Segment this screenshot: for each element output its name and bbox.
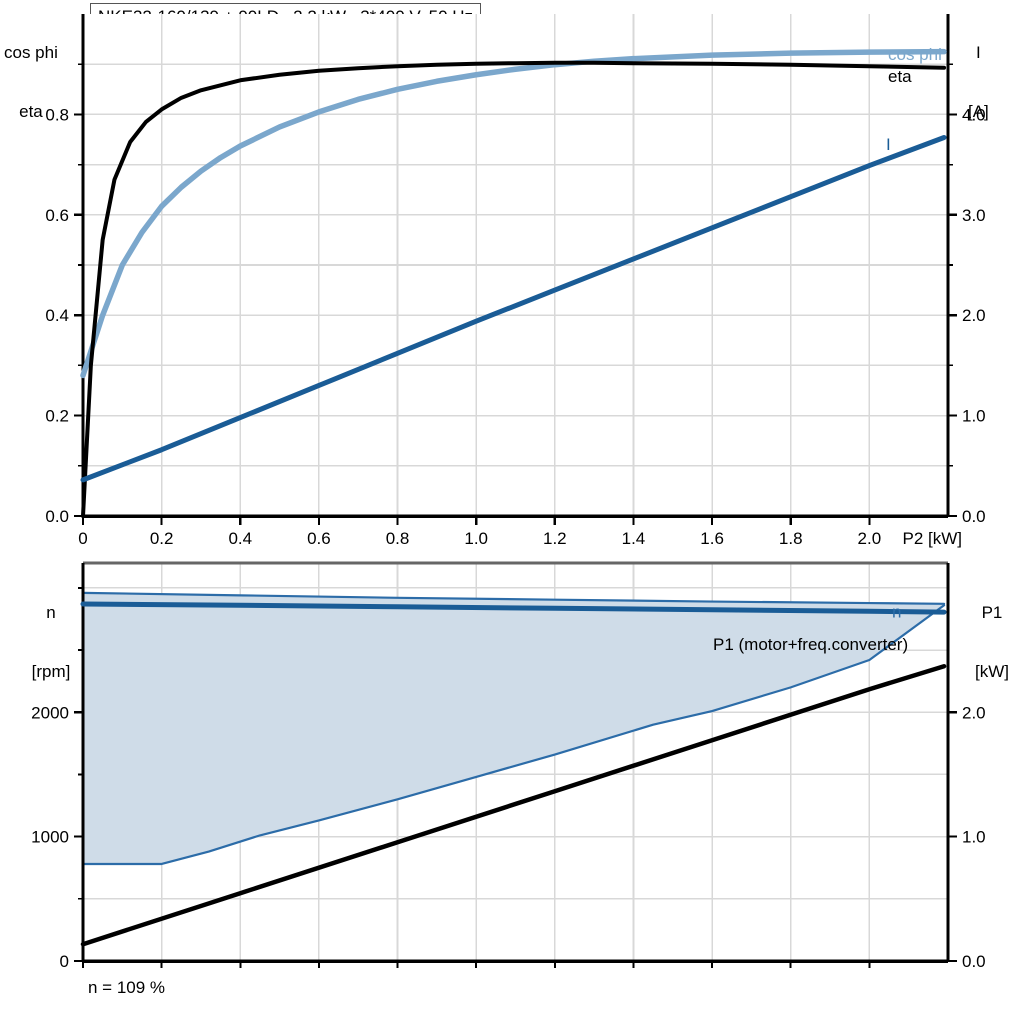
bottom-y-right-axis-label-line1: P1 bbox=[981, 603, 1003, 623]
p1-curve bbox=[80, 663, 947, 947]
top-tick-label-left: 0.2 bbox=[45, 407, 69, 426]
top-tick-label-left: 0.0 bbox=[45, 507, 69, 526]
top-tick-label-right: 2.0 bbox=[962, 306, 986, 325]
top-tick-label-left: 0.8 bbox=[45, 105, 69, 124]
bottom-tick-label-left: 1000 bbox=[31, 828, 69, 847]
bottom-y-left-axis-label-line1: n bbox=[46, 603, 56, 623]
top-y-left-axis-label: cos phi eta bbox=[4, 4, 58, 160]
bottom-y-left-axis-label: n [rpm] bbox=[22, 564, 80, 720]
speed-envelope-area bbox=[83, 592, 945, 864]
top-tick-label-bottom: 0 bbox=[78, 529, 87, 548]
bottom-tick-label-left: 0 bbox=[60, 952, 69, 971]
top-tick-label-bottom: 0.2 bbox=[150, 529, 174, 548]
bottom-tick-label-right: 1.0 bbox=[962, 828, 986, 847]
top-tick-label-bottom: 2.0 bbox=[858, 529, 882, 548]
top-x-axis-label: P2 [kW] bbox=[903, 529, 963, 548]
top-tick-label-bottom: 1.8 bbox=[779, 529, 803, 548]
top-y-right-axis-label: I [A] bbox=[968, 4, 989, 160]
top-y-left-axis-label-line1: cos phi bbox=[4, 43, 58, 63]
top-tick-label-bottom: 0.6 bbox=[307, 529, 331, 548]
speed-envelope-lower bbox=[81, 604, 946, 866]
bottom-tick-label-left: 2000 bbox=[31, 703, 69, 722]
top-y-left-axis-label-line2: eta bbox=[19, 101, 43, 121]
speed-percent-note: n = 109 % bbox=[88, 978, 166, 997]
top-y-right-axis-label-line2: [A] bbox=[968, 101, 989, 121]
bottom-y-left-axis-label-line2: [rpm] bbox=[31, 661, 71, 681]
top-tick-label-bottom: 1.6 bbox=[700, 529, 724, 548]
top-tick-label-right: 1.0 bbox=[962, 407, 986, 426]
speed-series-label: n bbox=[892, 603, 901, 622]
bottom-y-right-axis-label-line2: [kW] bbox=[975, 661, 1009, 681]
speed-curve bbox=[80, 601, 947, 615]
top-tick-label-bottom: 0.8 bbox=[386, 529, 410, 548]
cos-phi-curve bbox=[80, 48, 947, 379]
eta-series-label: eta bbox=[888, 67, 912, 86]
top-tick-label-left: 0.6 bbox=[45, 206, 69, 225]
p1-series-label: P1 (motor+freq.converter) bbox=[713, 635, 908, 654]
bottom-tick-label-right: 2.0 bbox=[962, 703, 986, 722]
top-tick-label-bottom: 1.0 bbox=[464, 529, 488, 548]
bottom-tick-label-right: 0.0 bbox=[962, 952, 986, 971]
top-tick-label-right: 0.0 bbox=[962, 507, 986, 526]
top-tick-label-right: 4.0 bbox=[962, 105, 986, 124]
top-y-right-axis-label-line1: I bbox=[976, 43, 981, 63]
current-curve bbox=[80, 134, 947, 483]
top-tick-label-bottom: 0.4 bbox=[228, 529, 252, 548]
current-series-label: I bbox=[886, 135, 891, 154]
cos-phi-series-label: cos phi bbox=[888, 45, 942, 64]
top-tick-label-bottom: 1.2 bbox=[543, 529, 567, 548]
eta-curve bbox=[81, 60, 947, 518]
top-tick-label-bottom: 1.4 bbox=[622, 529, 646, 548]
top-tick-label-right: 3.0 bbox=[962, 206, 986, 225]
bottom-y-right-axis-label: P1 [kW] bbox=[962, 564, 1022, 720]
top-tick-label-left: 0.4 bbox=[45, 306, 69, 325]
speed-envelope-upper bbox=[81, 591, 946, 605]
